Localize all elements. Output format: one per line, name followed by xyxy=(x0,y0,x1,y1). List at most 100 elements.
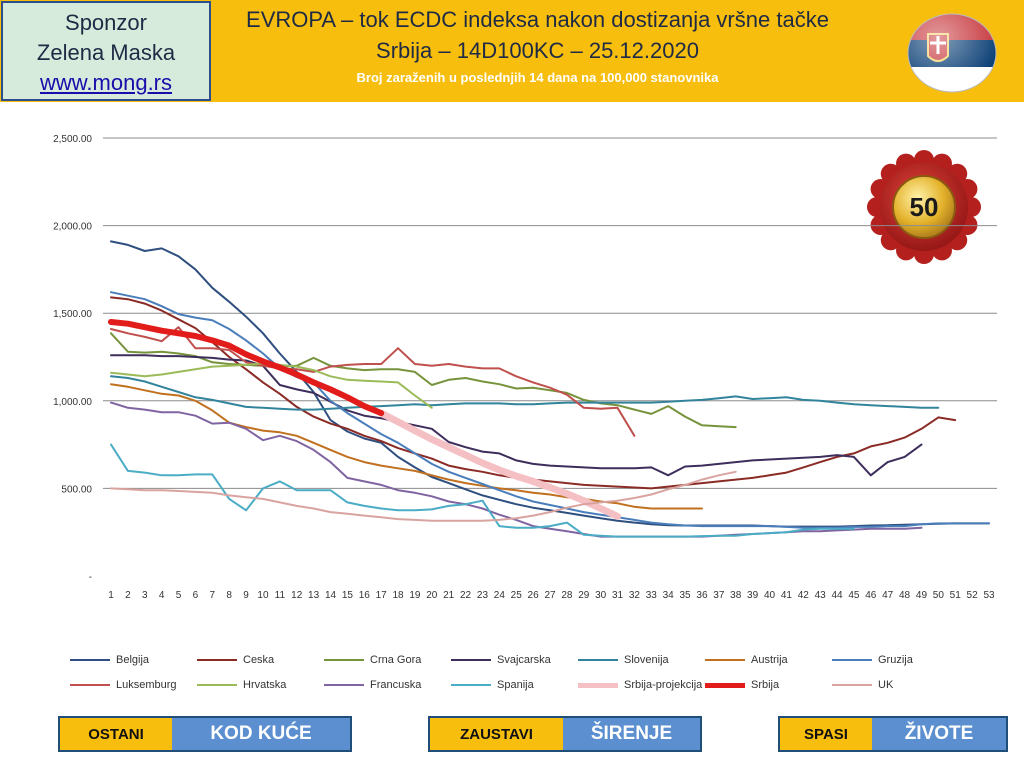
x-tick-label: 30 xyxy=(595,590,607,601)
x-tick-label: 13 xyxy=(308,590,320,601)
x-tick-label: 19 xyxy=(409,590,421,601)
legend-item: Srbija-projekcija xyxy=(578,675,702,695)
x-tick-label: 41 xyxy=(781,590,793,601)
legend-label: Crna Gora xyxy=(370,654,422,666)
legend-item: Gruzija xyxy=(832,650,913,670)
legend-label: Srbija-projekcija xyxy=(624,679,703,691)
sponsor-box: Sponzor Zelena Maska www.mong.rs xyxy=(1,1,211,101)
x-tick-label: 32 xyxy=(629,590,641,601)
legend-label: Slovenija xyxy=(624,654,669,666)
x-tick-label: 46 xyxy=(865,590,877,601)
x-tick-label: 1 xyxy=(108,590,114,601)
x-tick-label: 27 xyxy=(544,590,556,601)
x-tick-label: 44 xyxy=(831,590,843,601)
legend-swatch xyxy=(578,659,618,661)
series-line-luksemburg xyxy=(110,326,636,437)
x-tick-label: 24 xyxy=(494,590,506,601)
x-tick-label: 18 xyxy=(392,590,404,601)
x-tick-label: 14 xyxy=(325,590,337,601)
x-tick-label: 4 xyxy=(159,590,165,601)
series-line-svajcarska xyxy=(110,354,923,477)
y-tick-label: - xyxy=(89,572,92,583)
page-title: EVROPA – tok ECDC indeksa nakon dostizan… xyxy=(246,7,829,32)
series-line-crna-gora xyxy=(110,332,737,429)
stop-spread-button[interactable]: ZAUSTAVI ŠIRENJE xyxy=(428,716,702,752)
x-tick-label: 6 xyxy=(193,590,199,601)
x-tick-label: 9 xyxy=(243,590,249,601)
chart-legend: Belgija Ceska Crna Gora Svajcarska Slovenija… xyxy=(70,650,970,700)
badge-value: 50 xyxy=(910,192,939,222)
legend-swatch xyxy=(70,659,110,661)
x-tick-label: 28 xyxy=(561,590,573,601)
series-line-belgija xyxy=(110,240,990,528)
x-tick-label: 17 xyxy=(376,590,388,601)
x-tick-label: 50 xyxy=(933,590,945,601)
x-tick-label: 49 xyxy=(916,590,928,601)
series-line-uk xyxy=(110,470,737,522)
legend-item: Spanija xyxy=(451,675,534,695)
stop-spread-button-label-2: ŠIRENJE xyxy=(563,718,700,750)
series-line-srbija xyxy=(108,319,385,417)
legend-label: Gruzija xyxy=(878,654,913,666)
legend-swatch xyxy=(70,684,110,686)
legend-swatch xyxy=(324,684,364,686)
series-line-srbija-projekcija xyxy=(377,409,621,520)
x-tick-label: 26 xyxy=(528,590,540,601)
legend-swatch xyxy=(197,659,237,661)
series-line-spanija xyxy=(110,443,855,538)
y-tick-label: 2,000.00 xyxy=(53,222,92,233)
legend-swatch xyxy=(451,684,491,686)
x-tick-label: 39 xyxy=(747,590,759,601)
seal-badge: 50 xyxy=(867,150,981,264)
save-lives-button[interactable]: SPASI ŽIVOTE xyxy=(778,716,1008,752)
legend-item: Slovenija xyxy=(578,650,669,670)
legend-item: UK xyxy=(832,675,893,695)
legend-label: Srbija xyxy=(751,679,780,691)
legend-swatch xyxy=(197,684,237,686)
x-tick-label: 42 xyxy=(798,590,810,601)
legend-item: Crna Gora xyxy=(324,650,421,670)
y-tick-label: 1,000.00 xyxy=(53,397,92,408)
legend-swatch xyxy=(324,659,364,661)
x-tick-label: 23 xyxy=(477,590,489,601)
legend-item: Ceska xyxy=(197,650,274,670)
x-tick-label: 7 xyxy=(210,590,216,601)
legend-item: Hrvatska xyxy=(197,675,286,695)
legend-swatch xyxy=(832,684,872,686)
legend-label: Luksemburg xyxy=(116,679,177,691)
x-tick-label: 20 xyxy=(426,590,438,601)
x-tick-label: 36 xyxy=(696,590,708,601)
legend-swatch xyxy=(451,659,491,661)
x-tick-label: 52 xyxy=(967,590,979,601)
x-tick-label: 21 xyxy=(443,590,455,601)
x-tick-label: 3 xyxy=(142,590,148,601)
legend-label: Svajcarska xyxy=(497,654,551,666)
x-tick-label: 38 xyxy=(730,590,742,601)
y-tick-label: 1,500.00 xyxy=(53,309,92,320)
stay-home-button-label-1: OSTANI xyxy=(60,718,172,750)
stop-spread-button-label-1: ZAUSTAVI xyxy=(430,718,563,750)
stay-home-button[interactable]: OSTANI KOD KUĆE xyxy=(58,716,352,752)
legend-label: Spanija xyxy=(497,679,534,691)
legend-swatch xyxy=(705,659,745,661)
legend-item: Belgija xyxy=(70,650,149,670)
y-tick-label: 2,500.00 xyxy=(53,134,92,145)
legend-item: Svajcarska xyxy=(451,650,551,670)
legend-label: Austrija xyxy=(751,654,788,666)
x-tick-label: 31 xyxy=(612,590,624,601)
save-lives-button-label-1: SPASI xyxy=(780,718,872,750)
x-tick-label: 37 xyxy=(713,590,725,601)
stay-home-button-label-2: KOD KUĆE xyxy=(172,718,350,750)
legend-item: Srbija xyxy=(705,675,779,695)
line-chart: -500.001,000.001,500.002,000.002,500.00 … xyxy=(53,134,997,601)
x-tick-label: 2 xyxy=(125,590,131,601)
sponsor-link[interactable]: www.mong.rs xyxy=(39,70,173,95)
legend-swatch xyxy=(705,682,745,688)
legend-swatch xyxy=(832,659,872,661)
x-tick-label: 33 xyxy=(646,590,658,601)
sponsor-label: Sponzor xyxy=(65,10,147,35)
x-tick-label: 29 xyxy=(578,590,590,601)
x-tick-label: 45 xyxy=(848,590,860,601)
page-title-secondary: Srbija – 14D100KC – 25.12.2020 xyxy=(376,38,699,63)
x-tick-label: 48 xyxy=(899,590,911,601)
